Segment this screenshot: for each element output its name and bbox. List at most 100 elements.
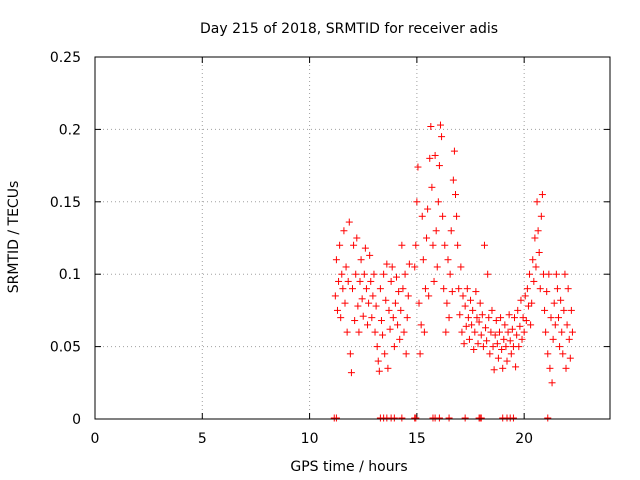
data-point [472, 288, 480, 296]
data-point [444, 256, 452, 264]
data-point [456, 311, 464, 319]
data-point [342, 263, 350, 271]
data-point [487, 328, 495, 336]
data-point [349, 285, 356, 293]
data-point [396, 335, 404, 343]
data-point [498, 345, 506, 353]
data-point [382, 296, 390, 304]
data-point [394, 321, 402, 329]
data-point [411, 263, 419, 271]
data-point [502, 343, 510, 351]
data-point [567, 306, 575, 314]
data-point [428, 183, 436, 191]
data-point [493, 340, 501, 348]
data-point [555, 314, 562, 322]
x-axis-label: GPS time / hours [290, 459, 407, 475]
data-point [381, 350, 389, 358]
data-point [528, 299, 536, 307]
y-axis-label: SRMTID / TECUs [6, 181, 22, 294]
data-point [371, 328, 379, 336]
data-point [514, 306, 522, 314]
data-point [485, 314, 493, 322]
data-point [340, 227, 348, 235]
data-point [533, 198, 541, 206]
data-point [427, 123, 435, 131]
data-point [341, 299, 349, 307]
data-point [398, 414, 406, 422]
data-point [517, 296, 525, 304]
data-point [474, 340, 482, 348]
data-point [390, 343, 398, 351]
data-point [461, 414, 469, 422]
data-point [358, 295, 366, 303]
data-point [425, 292, 433, 300]
data-point [351, 317, 359, 325]
data-marks [330, 121, 576, 422]
y-tick-label: 0 [72, 412, 81, 428]
data-point [356, 277, 364, 285]
data-point [361, 244, 369, 252]
data-point [362, 285, 370, 293]
data-point [419, 256, 427, 264]
data-point [332, 414, 340, 422]
data-point [477, 331, 485, 339]
data-point [551, 321, 559, 329]
data-point [532, 263, 540, 271]
data-point [565, 335, 573, 343]
data-point [445, 314, 453, 322]
data-point [436, 121, 444, 129]
data-point [412, 241, 420, 249]
data-point [559, 350, 567, 358]
data-point [508, 325, 516, 333]
data-point [483, 337, 491, 345]
data-point [455, 285, 463, 293]
data-point [365, 299, 373, 307]
data-point [550, 299, 558, 307]
data-point [395, 288, 403, 296]
data-point [337, 314, 345, 322]
data-point [405, 260, 413, 268]
data-point [421, 285, 429, 293]
data-point [564, 285, 572, 293]
data-point [344, 277, 352, 285]
y-tick-label: 0.15 [50, 195, 81, 211]
x-tick-label: 5 [198, 431, 207, 447]
data-point [552, 270, 560, 278]
data-point [568, 328, 576, 336]
data-point [553, 285, 561, 293]
data-point [452, 191, 459, 199]
data-point [346, 350, 354, 358]
data-point [537, 212, 545, 220]
data-point [383, 260, 391, 268]
data-point [453, 212, 461, 220]
y-tick-label: 0.1 [59, 267, 81, 283]
data-point [374, 357, 382, 365]
data-point [454, 241, 462, 249]
data-point [426, 154, 434, 162]
data-point [467, 296, 475, 304]
data-point [424, 205, 432, 213]
data-point [523, 285, 531, 293]
data-point [515, 343, 523, 351]
data-point [566, 354, 574, 362]
data-point [477, 414, 485, 422]
data-point [549, 335, 557, 343]
data-point [465, 335, 473, 343]
data-point [391, 299, 399, 307]
data-point [360, 270, 368, 278]
data-point [527, 321, 535, 329]
data-point [503, 357, 511, 365]
data-point [463, 285, 471, 293]
data-point [546, 364, 554, 372]
data-point [469, 306, 477, 314]
data-point [507, 350, 515, 358]
data-point [561, 270, 569, 278]
data-point [468, 321, 476, 329]
data-point [476, 299, 484, 307]
data-point [336, 241, 344, 249]
data-point [412, 414, 420, 422]
data-point [445, 414, 453, 422]
data-point [379, 331, 387, 339]
data-point [490, 366, 498, 374]
